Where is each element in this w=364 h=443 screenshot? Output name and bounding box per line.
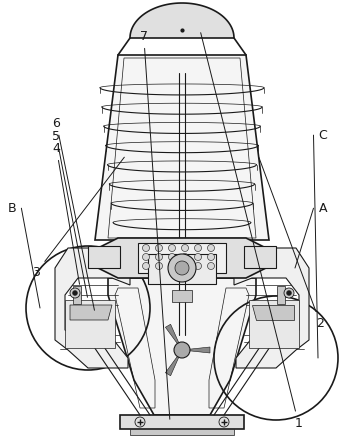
Polygon shape bbox=[70, 305, 112, 320]
Bar bbox=[73, 286, 81, 304]
Circle shape bbox=[155, 263, 162, 269]
Bar bbox=[244, 246, 276, 268]
Text: 2: 2 bbox=[259, 158, 324, 330]
Circle shape bbox=[194, 245, 202, 252]
Polygon shape bbox=[95, 55, 269, 240]
Circle shape bbox=[155, 253, 162, 260]
Circle shape bbox=[72, 291, 78, 295]
Circle shape bbox=[286, 291, 292, 295]
Polygon shape bbox=[98, 238, 266, 278]
Circle shape bbox=[142, 253, 150, 260]
Circle shape bbox=[284, 288, 294, 298]
Bar bbox=[88, 246, 120, 268]
Circle shape bbox=[182, 245, 189, 252]
Circle shape bbox=[182, 253, 189, 260]
Polygon shape bbox=[165, 350, 182, 376]
Text: B: B bbox=[8, 202, 16, 215]
Circle shape bbox=[207, 245, 214, 252]
Circle shape bbox=[175, 261, 189, 275]
Circle shape bbox=[70, 288, 80, 298]
Bar bbox=[120, 415, 244, 429]
Circle shape bbox=[207, 263, 214, 269]
Circle shape bbox=[169, 263, 175, 269]
Circle shape bbox=[207, 253, 214, 260]
Text: A: A bbox=[318, 202, 327, 215]
Text: 3: 3 bbox=[32, 157, 124, 279]
Circle shape bbox=[182, 263, 189, 269]
Text: 1: 1 bbox=[201, 33, 302, 430]
Circle shape bbox=[174, 342, 190, 358]
Bar bbox=[249, 300, 299, 348]
Bar bbox=[172, 290, 192, 302]
Polygon shape bbox=[252, 305, 294, 320]
Circle shape bbox=[194, 263, 202, 269]
Bar bbox=[130, 429, 234, 435]
Text: C: C bbox=[318, 128, 327, 142]
Circle shape bbox=[169, 253, 175, 260]
Bar bbox=[65, 300, 115, 348]
Circle shape bbox=[155, 245, 162, 252]
Polygon shape bbox=[234, 248, 309, 368]
Text: 7: 7 bbox=[140, 30, 170, 419]
Polygon shape bbox=[165, 324, 182, 350]
Bar bbox=[277, 286, 285, 304]
Polygon shape bbox=[130, 3, 234, 38]
Text: 4: 4 bbox=[52, 142, 80, 284]
Text: 5: 5 bbox=[52, 130, 87, 297]
Polygon shape bbox=[182, 347, 210, 353]
Circle shape bbox=[168, 254, 196, 282]
Bar bbox=[148, 254, 216, 284]
Polygon shape bbox=[55, 248, 130, 368]
Text: 6: 6 bbox=[52, 117, 94, 310]
Bar bbox=[138, 243, 226, 273]
Circle shape bbox=[169, 245, 175, 252]
Polygon shape bbox=[108, 278, 256, 415]
Circle shape bbox=[142, 263, 150, 269]
Circle shape bbox=[194, 253, 202, 260]
Circle shape bbox=[142, 245, 150, 252]
